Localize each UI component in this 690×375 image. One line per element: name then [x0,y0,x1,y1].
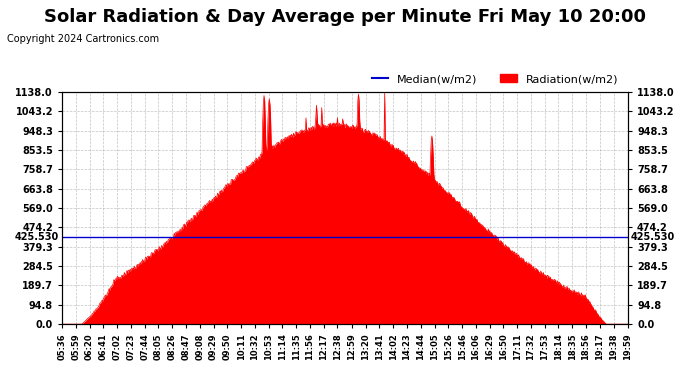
Text: Solar Radiation & Day Average per Minute Fri May 10 20:00: Solar Radiation & Day Average per Minute… [44,8,646,26]
Text: 425.530: 425.530 [15,232,59,242]
Text: Copyright 2024 Cartronics.com: Copyright 2024 Cartronics.com [7,34,159,44]
Text: 425.530: 425.530 [631,232,675,242]
Legend: Median(w/m2), Radiation(w/m2): Median(w/m2), Radiation(w/m2) [367,70,622,89]
